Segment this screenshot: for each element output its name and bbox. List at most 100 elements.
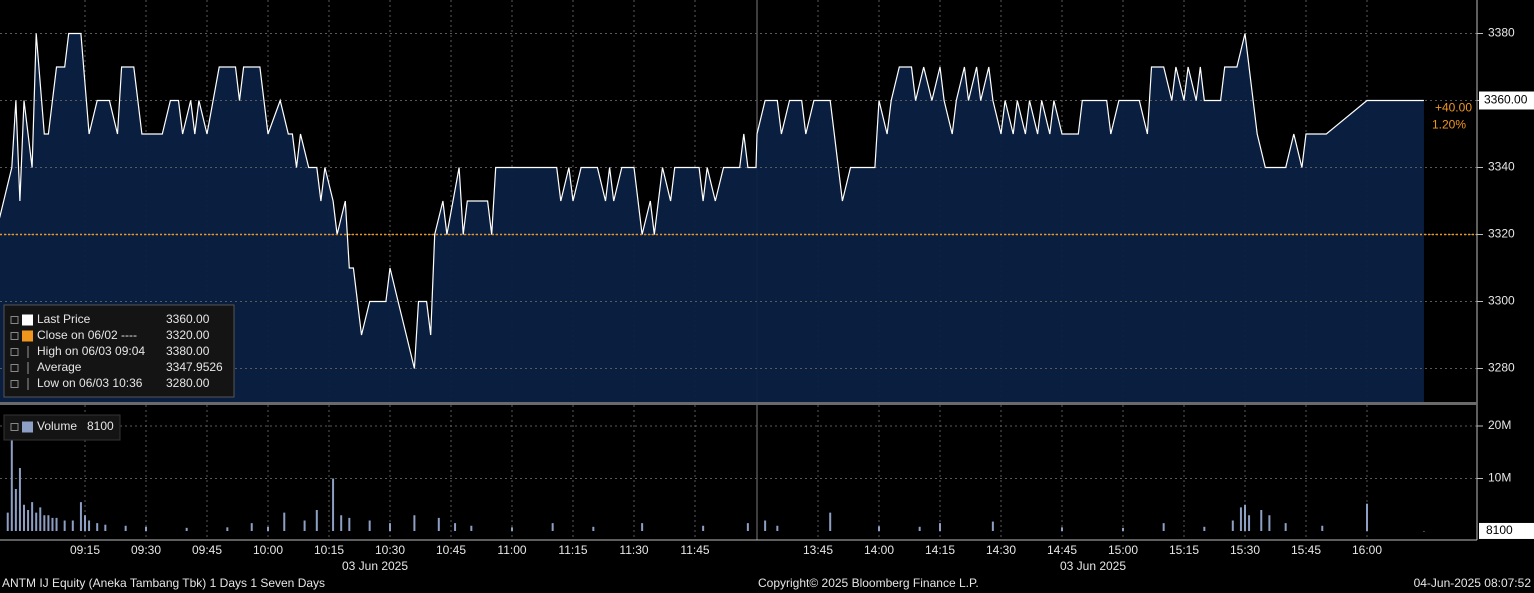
x-tick-label: 13:45 (803, 543, 833, 557)
volume-bar (31, 502, 34, 531)
volume-bar (1231, 520, 1234, 531)
y-tick-label: 3380 (1488, 26, 1515, 40)
legend-toggle (10, 348, 19, 356)
volume-bar (332, 478, 335, 531)
volume-bar (35, 512, 38, 531)
y-tick-label: 3320 (1488, 227, 1515, 241)
axis-margin (1425, 0, 1477, 402)
volume-bar (1239, 507, 1242, 531)
volume-bar (470, 525, 473, 531)
change-label: +40.00 (1435, 101, 1472, 115)
x-tick-label: 10:45 (436, 543, 466, 557)
legend-value: 3360.00 (166, 312, 210, 326)
volume-bar (43, 515, 46, 531)
legend-value: 8100 (87, 419, 114, 433)
legend-label: Last Price (37, 312, 91, 326)
legend-value: 3380.00 (166, 344, 210, 358)
legend-toggle (10, 364, 19, 372)
legend-toggle (10, 423, 19, 431)
volume-bar (389, 523, 391, 531)
volume-bar (1122, 527, 1124, 531)
volume-bar (23, 504, 25, 531)
volume-bar (1260, 510, 1263, 531)
volume-bar (226, 527, 229, 531)
x-tick-label: 10:30 (375, 543, 405, 557)
volume-bar (1422, 530, 1425, 532)
price-line (0, 32, 1424, 369)
volume-bar (454, 523, 457, 531)
x-tick-label: 10:00 (253, 543, 283, 557)
y-tick-label: 20M (1488, 418, 1511, 432)
legend-swatch (22, 314, 33, 326)
volume-bar (551, 523, 554, 531)
volume-bar (1268, 515, 1271, 531)
volume-bar (776, 525, 779, 531)
volume-bar (1244, 504, 1246, 531)
legend-label: Average (37, 360, 82, 374)
volume-bar (592, 526, 595, 531)
volume-bar (315, 510, 318, 531)
volume-bar (63, 520, 66, 531)
footer-center: Copyright© 2025 Bloomberg Finance L.P. (758, 576, 979, 590)
volume-bar (702, 525, 705, 531)
legend-value: 3347.9526 (166, 360, 223, 374)
volume-bar (1321, 525, 1324, 531)
volume-bar (18, 468, 21, 531)
volume-bar (918, 526, 921, 531)
y-tick-label: 10M (1488, 471, 1511, 485)
x-tick-label: 11:15 (558, 543, 587, 557)
y-tick-label: 3300 (1488, 294, 1515, 308)
legend-label: Volume (37, 419, 77, 433)
legend-label: High on 06/03 09:04 (37, 344, 145, 358)
x-tick-label: 14:15 (925, 543, 955, 557)
x-tick-label: 09:45 (192, 543, 222, 557)
volume-bar (413, 515, 416, 531)
volume-bar (878, 526, 880, 531)
volume-bar (250, 523, 253, 531)
legend-value: 3280.00 (166, 376, 210, 390)
x-tick-label: 14:45 (1047, 543, 1077, 557)
volume-bar (10, 418, 13, 531)
volume-bar (88, 520, 91, 531)
volume-bar (1162, 523, 1165, 531)
volume-bar (84, 515, 86, 531)
volume-bar (185, 527, 188, 531)
volume-bar (6, 512, 9, 531)
volume-tag (1479, 522, 1534, 539)
x-tick-label: 14:00 (864, 543, 894, 557)
last-price-tag (1479, 91, 1534, 110)
x-tick-label: 15:45 (1291, 543, 1321, 557)
date-label: 03 Jun 2025 (342, 559, 408, 573)
volume-bar (511, 527, 513, 531)
volume-bar (1284, 523, 1287, 531)
volume-bar (51, 517, 54, 531)
x-tick-label: 14:30 (986, 543, 1016, 557)
volume-bar (1366, 503, 1368, 531)
volume-tag-label: 8100 (1486, 523, 1513, 537)
volume-bar (55, 517, 58, 531)
legend-label: Close on 06/02 ---- (37, 328, 137, 342)
price-area (0, 33, 1424, 402)
x-tick-label: 15:00 (1108, 543, 1138, 557)
last-price-label: 3360.00 (1484, 93, 1528, 107)
volume-bar (939, 523, 941, 531)
legend-toggle (10, 316, 19, 324)
legend-box (3, 304, 235, 398)
volume-bar (267, 526, 269, 531)
change-pct-label: 1.20% (1432, 118, 1466, 132)
x-tick-label: 11:30 (619, 543, 648, 557)
volume-bar (96, 523, 99, 531)
footer-right: 04-Jun-2025 08:07:52 (1414, 576, 1532, 590)
volume-bar (283, 512, 286, 531)
volume-bar (1203, 526, 1206, 531)
x-tick-label: 11:45 (680, 543, 709, 557)
volume-bar (437, 517, 440, 531)
volume-bar (71, 520, 74, 531)
volume-bar (340, 515, 343, 531)
x-tick-label: 15:30 (1230, 543, 1260, 557)
volume-bar (14, 489, 17, 531)
volume-bar (1061, 527, 1063, 531)
volume-bar (39, 507, 42, 531)
